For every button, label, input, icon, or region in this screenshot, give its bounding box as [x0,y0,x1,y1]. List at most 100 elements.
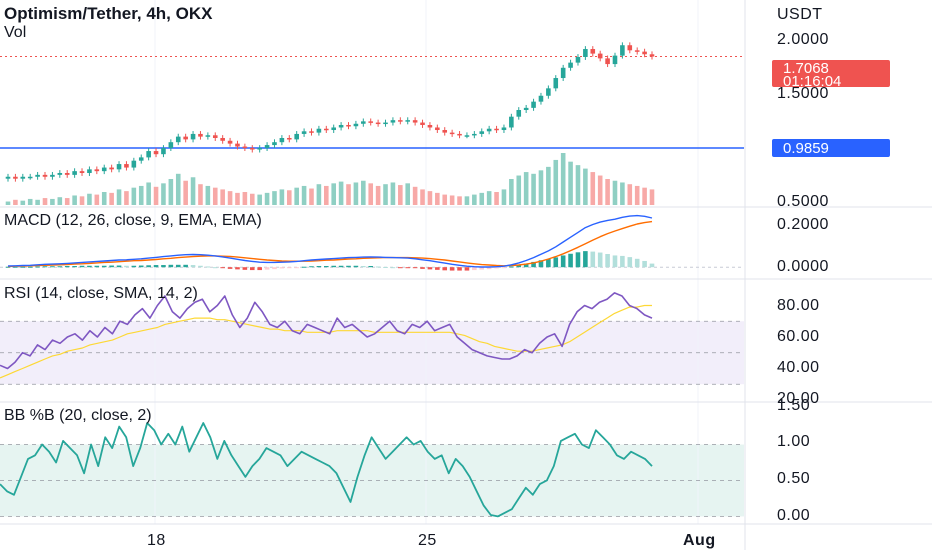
bb-pane[interactable] [0,422,744,518]
macd-histogram-bar [501,267,507,269]
volume-bar [553,159,559,205]
rsi-line [0,292,653,370]
candle-body [294,133,299,140]
volume-bar [212,187,218,205]
rsi-pane[interactable] [0,292,744,385]
bb-title: BB %B (20, close, 2) [4,407,152,424]
macd-histogram-bar [109,265,114,268]
volume-bar [294,187,299,205]
volume-bar [405,183,411,205]
volume-bar [620,182,625,205]
volume-bar [435,192,440,205]
macd-histogram-bar [42,266,48,268]
level-tag: 0.9859 [772,139,890,157]
macd-histogram-bar [301,266,307,268]
macd-histogram-bar [316,266,322,268]
macd-histogram-bar [72,266,77,268]
candle-body [346,124,351,127]
macd-histogram-bar [405,267,411,269]
candle-body [146,151,151,158]
volume-bar [338,181,344,205]
candle-body [575,56,581,63]
candle-body [435,127,440,131]
volume-bar [79,196,85,205]
volume-bar [183,180,188,205]
candle-body [249,148,255,150]
candle-body [161,148,166,155]
macd-histogram-bar [375,266,381,268]
macd-histogram-bar [235,267,240,270]
volume-bar [57,197,63,205]
volume-bar [20,200,26,205]
volume-bar [168,179,174,205]
macd-histogram-bar [286,267,292,269]
candle-body [620,45,625,56]
rsi-tick-40: 40.00 [777,359,820,376]
candle-body [583,49,588,57]
macd-histogram-bar [20,266,26,268]
macd-signal-line [7,220,653,268]
volume-bar [257,194,262,205]
volume-bar [205,185,211,205]
grid [154,0,699,524]
macd-histogram-bar [35,266,40,268]
macd-histogram-bar [457,267,462,271]
volume-bar [353,182,359,205]
macd-title: MACD (12, 26, close, 9, EMA, EMA) [4,212,262,229]
macd-histogram-bar [294,267,299,269]
volume-bar [449,195,455,205]
macd-histogram-bar [272,267,277,270]
bb-tick-0: 0.00 [777,507,810,524]
macd-histogram-bar [257,267,262,271]
volume-bar [538,170,544,205]
time-tick-18: 18 [147,532,166,549]
bb-tick-1: 1.00 [777,433,810,450]
macd-histogram-bar [634,258,640,268]
volume-bar [42,198,48,205]
volume-bar [649,189,655,205]
volume-bar [5,201,11,205]
volume-bar [523,172,529,205]
volume-bar [220,189,225,205]
macd-histogram-bar [227,267,233,269]
volume-bar [309,188,314,205]
candle-body [72,171,77,175]
macd-histogram-bar [264,267,270,270]
candle-body [546,88,551,96]
volume-bars [5,153,655,205]
macd-histogram-bar [57,266,63,268]
macd-tick-0-2: 0.2000 [777,216,829,233]
volume-bar [575,165,581,205]
macd-histogram-bar [50,266,55,268]
candle-body [235,143,240,147]
volume-bar [398,185,403,205]
macd-histogram-bar [398,267,403,269]
volume-bar [324,185,329,205]
volume-bar [272,191,277,205]
macd-histogram-bar [190,265,196,268]
candle-body [538,95,544,102]
macd-histogram-bar [79,265,85,268]
candle-body [35,174,40,177]
candle-body [324,128,329,131]
last-price-tag: 1.7068 01:16:04 [772,60,890,90]
volume-bar [87,193,92,205]
macd-histogram-bar [412,267,418,269]
candlesticks[interactable] [5,42,655,182]
macd-histogram-bar [464,267,470,271]
macd-histogram-bar [649,263,655,268]
candle-body [227,140,233,144]
volume-bar [316,184,322,205]
candle-body [338,124,344,128]
rsi-tick-80: 80.00 [777,297,820,314]
volume-bar [153,186,159,205]
macd-histogram-bar [583,251,588,268]
candle-body [361,121,366,124]
macd-histogram-bar [353,265,359,268]
macd-histogram-bar [605,254,610,268]
candle-body [597,53,603,59]
macd-histogram-bar [101,265,107,268]
macd-pane[interactable] [0,214,744,271]
candle-body [301,131,307,134]
